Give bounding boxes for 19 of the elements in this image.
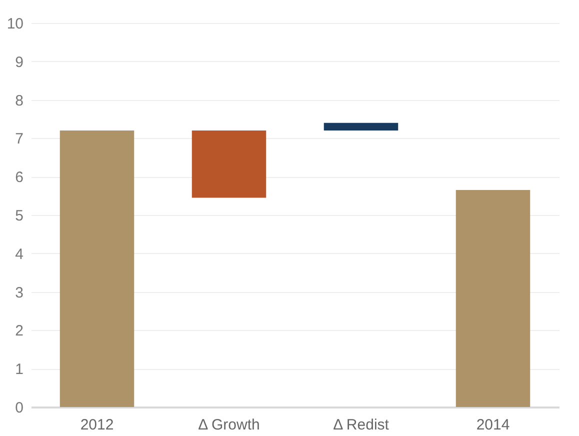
x-tick-label: Δ Growth <box>198 416 260 434</box>
y-tick-label: 4 <box>15 246 24 263</box>
x-tick-label: 2012 <box>80 416 114 434</box>
y-tick-label: 10 <box>6 16 24 32</box>
y-tick-label: 1 <box>15 361 24 378</box>
bar <box>324 122 398 131</box>
bar <box>192 130 266 198</box>
y-tick-label: 7 <box>15 130 24 148</box>
y-tick-label: 5 <box>15 208 24 224</box>
x-tick-label: Δ Redist <box>333 416 390 434</box>
y-tick-label: 3 <box>15 284 24 302</box>
y-tick-label: 6 <box>15 169 24 186</box>
x-tick-label: 2014 <box>476 416 510 434</box>
y-tick-label: 2 <box>15 322 24 340</box>
bar <box>60 130 134 407</box>
y-tick-label: 9 <box>15 54 24 71</box>
y-tick-label: 0 <box>15 400 24 416</box>
y-tick-label: 8 <box>15 92 24 110</box>
bar <box>456 190 530 407</box>
